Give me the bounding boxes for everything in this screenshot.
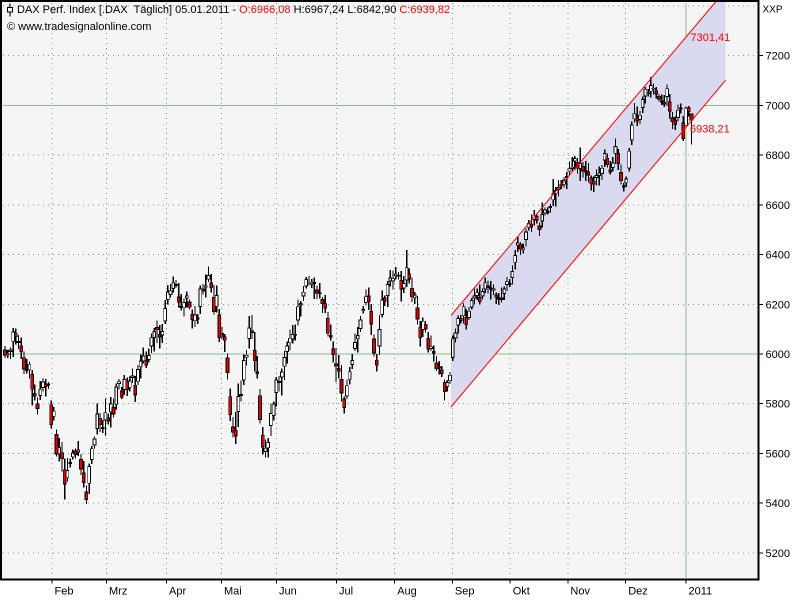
svg-text:Aug: Aug	[397, 586, 417, 598]
svg-text:6600: 6600	[766, 200, 790, 212]
svg-text:XXP: XXP	[763, 5, 783, 16]
svg-text:© www.tradesignalonline.com: © www.tradesignalonline.com	[7, 21, 151, 33]
svg-text:Jun: Jun	[279, 586, 297, 598]
svg-text:6200: 6200	[766, 299, 790, 311]
svg-text:7200: 7200	[766, 51, 790, 63]
svg-text:6400: 6400	[766, 250, 790, 262]
svg-text:5600: 5600	[766, 449, 790, 461]
svg-text:6800: 6800	[766, 150, 790, 162]
svg-text:Feb: Feb	[55, 586, 74, 598]
svg-text:DAX Perf. Index [.DAX Täglich: DAX Perf. Index [.DAX Täglich] 05.01.201…	[17, 4, 450, 16]
svg-text:7301,41: 7301,41	[691, 32, 731, 44]
svg-text:6938,21: 6938,21	[690, 124, 730, 136]
svg-text:Mrz: Mrz	[109, 586, 127, 598]
svg-text:Nov: Nov	[570, 586, 590, 598]
svg-text:Jul: Jul	[339, 586, 353, 598]
svg-text:7000: 7000	[766, 100, 790, 112]
svg-text:5200: 5200	[766, 548, 790, 560]
svg-text:Sep: Sep	[455, 586, 475, 598]
svg-text:Okt: Okt	[513, 586, 530, 598]
svg-text:Mai: Mai	[224, 586, 242, 598]
svg-text:Dez: Dez	[628, 586, 648, 598]
svg-text:5400: 5400	[766, 498, 790, 510]
svg-text:Apr: Apr	[169, 586, 186, 598]
svg-text:5800: 5800	[766, 399, 790, 411]
svg-text:6000: 6000	[766, 349, 790, 361]
svg-text:2011: 2011	[689, 586, 713, 598]
